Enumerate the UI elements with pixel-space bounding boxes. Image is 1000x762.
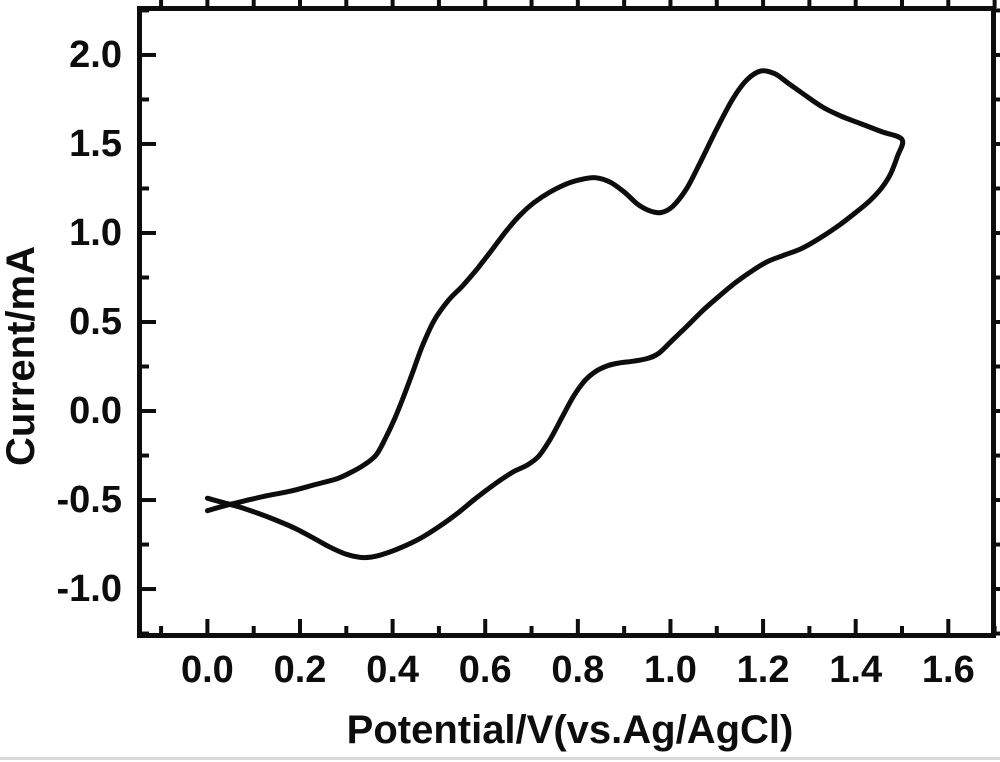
y-tick-label: -1.0 — [56, 568, 122, 611]
y-tick-label: -0.5 — [56, 479, 122, 522]
y-tick-label: 0.0 — [69, 390, 122, 432]
y-axis-title: Current/mA — [0, 245, 43, 467]
y-tick-label: 2.0 — [69, 33, 122, 76]
x-tick-label: 1.0 — [644, 649, 697, 691]
x-tick-label: 1.6 — [921, 649, 975, 691]
x-tick-label: 0.0 — [180, 649, 234, 691]
x-tick-label: 0.2 — [273, 649, 327, 691]
x-tick-label: 0.4 — [366, 649, 420, 691]
x-tick-label: 0.8 — [551, 649, 605, 691]
y-tick-label: 0.5 — [69, 301, 122, 343]
cv-curve — [204, 68, 906, 561]
y-tick-label: 1.0 — [69, 211, 122, 254]
y-tick-label: 1.5 — [69, 122, 122, 165]
x-tick-label: 1.4 — [829, 649, 883, 691]
axes-frame — [137, 6, 996, 638]
x-tick-label: 1.2 — [736, 649, 790, 691]
scan-edge-artifact — [0, 757, 1000, 760]
x-axis-title: Potential/V(vs.Ag/AgCl) — [346, 708, 794, 752]
x-tick-label: 0.6 — [458, 649, 512, 691]
